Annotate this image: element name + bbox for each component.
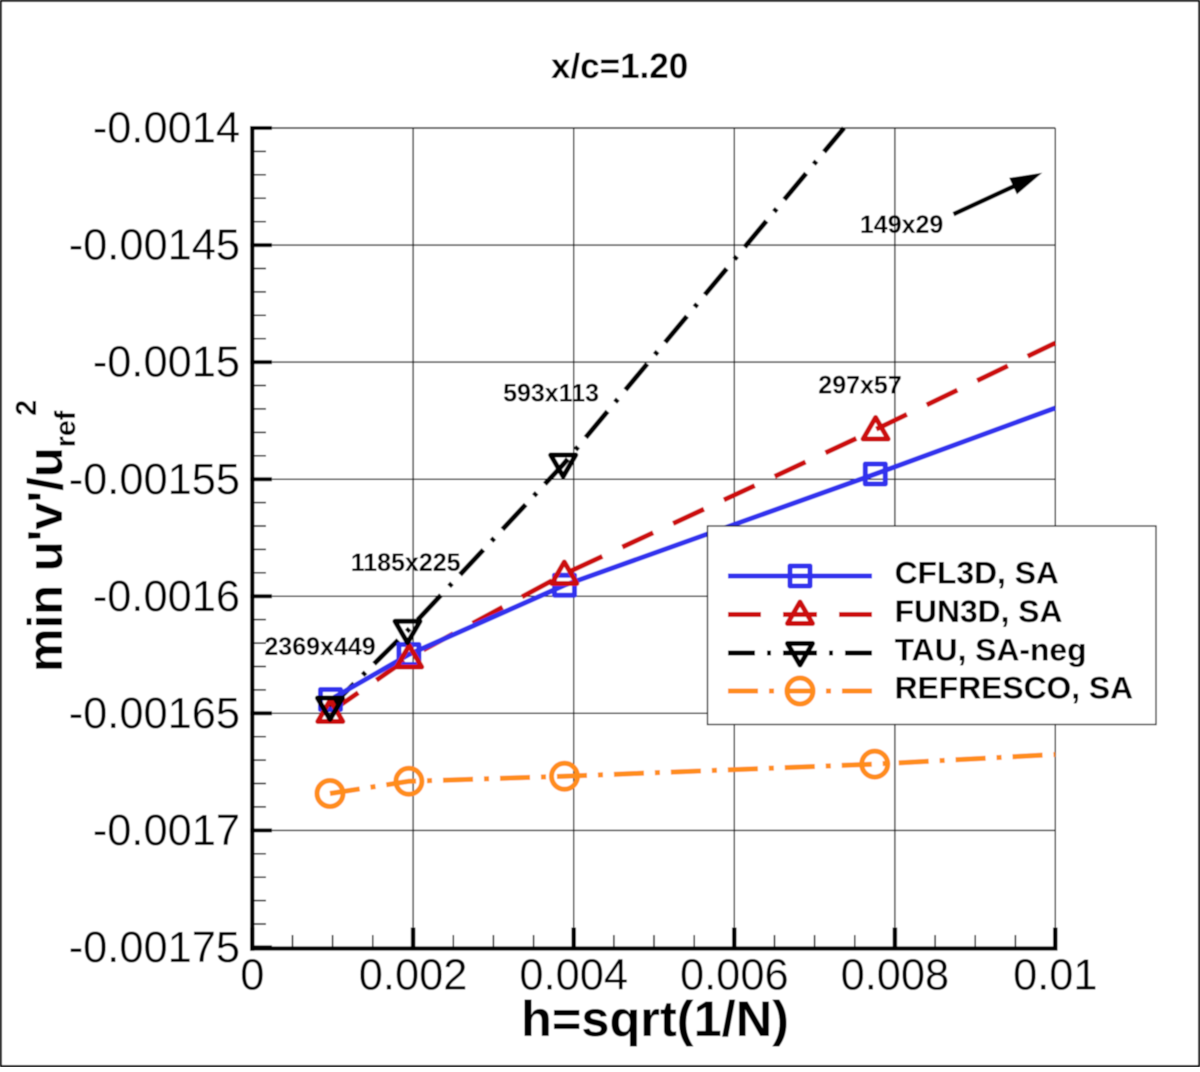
svg-text:0.004: 0.004 [519, 951, 628, 999]
svg-text:-0.0014: -0.0014 [93, 105, 240, 153]
svg-text:-0.0015: -0.0015 [93, 339, 240, 387]
svg-text:x/c=1.20: x/c=1.20 [551, 47, 688, 86]
svg-text:h=sqrt(1/N): h=sqrt(1/N) [521, 990, 789, 1047]
svg-text:-0.00145: -0.00145 [69, 222, 240, 270]
svg-text:1185x225: 1185x225 [351, 549, 461, 577]
svg-text:FUN3D, SA: FUN3D, SA [895, 593, 1063, 629]
svg-text:TAU, SA-neg: TAU, SA-neg [895, 632, 1087, 668]
svg-text:0: 0 [240, 951, 264, 999]
svg-text:0.006: 0.006 [680, 951, 789, 999]
svg-text:-0.00175: -0.00175 [69, 924, 240, 972]
svg-text:0.008: 0.008 [841, 951, 950, 999]
svg-text:CFL3D, SA: CFL3D, SA [895, 555, 1059, 591]
svg-text:-0.0017: -0.0017 [93, 807, 240, 855]
svg-text:0.002: 0.002 [359, 951, 468, 999]
svg-text:297x57: 297x57 [818, 372, 901, 400]
svg-text:REFRESCO, SA: REFRESCO, SA [895, 670, 1134, 706]
svg-text:149x29: 149x29 [860, 211, 943, 239]
svg-text:-0.00155: -0.00155 [69, 456, 240, 504]
svg-text:2369x449: 2369x449 [264, 633, 375, 661]
svg-text:-0.0016: -0.0016 [93, 573, 240, 621]
svg-text:-0.00165: -0.00165 [69, 690, 240, 738]
svg-text:593x113: 593x113 [503, 379, 599, 407]
svg-text:0.01: 0.01 [1013, 951, 1097, 999]
